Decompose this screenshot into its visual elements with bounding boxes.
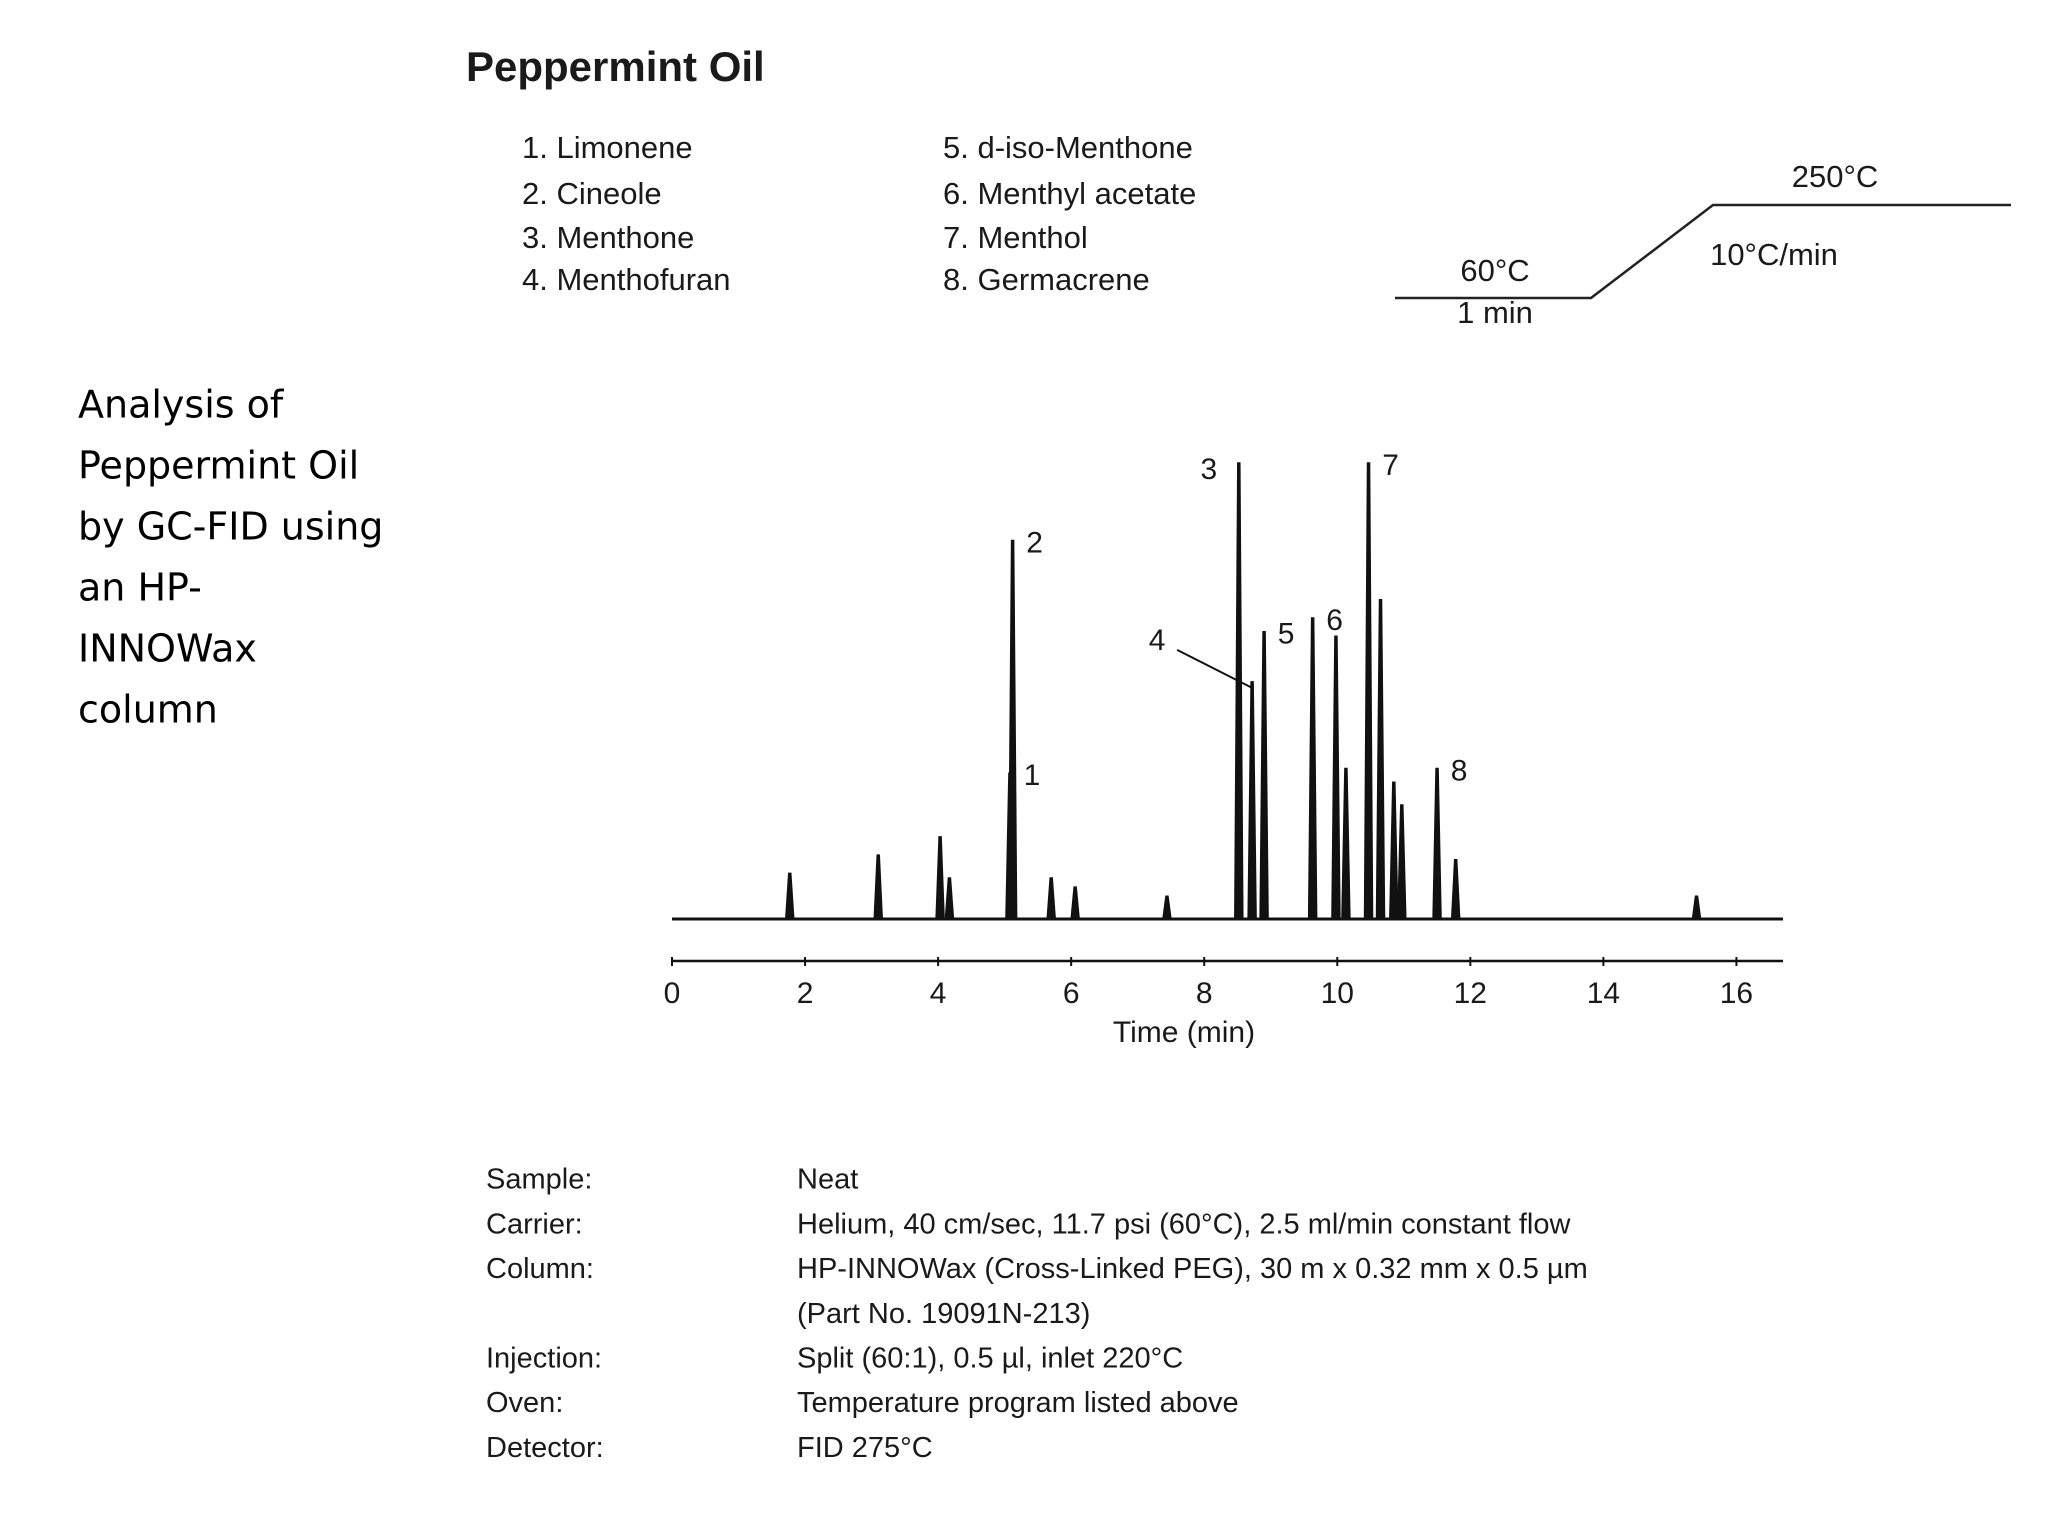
x-tick-label: 10 [1321,977,1354,1010]
peak-label: 6 [1326,604,1343,637]
peak [1341,767,1351,920]
x-tick-label: 8 [1196,977,1213,1010]
compound: 3. Menthone [522,220,694,255]
condition-value: FID 275°C [797,1432,933,1464]
x-axis-label: Time (min) [1113,1016,1255,1049]
condition-label: Column: [486,1253,594,1285]
condition-label: Detector: [486,1432,604,1464]
peak-label: 8 [1451,754,1468,787]
peak [1450,858,1461,920]
x-tick-label: 0 [664,977,681,1010]
condition-label: Sample: [486,1164,592,1196]
title: Peppermint Oil [466,43,765,90]
peak [1234,462,1244,920]
temp-profile [1395,203,2011,300]
x-tick-label: 2 [797,977,814,1010]
peak-label: 4 [1149,624,1166,657]
side-text: column [78,688,218,732]
peak [1046,877,1057,920]
condition-label: Carrier: [486,1208,583,1240]
peak [1247,681,1257,920]
side-text: an HP- [78,566,202,610]
initial-temp: 60°C [1460,253,1529,288]
side-text: by GC-FID using [78,505,383,549]
compound: 6. Menthyl acetate [943,176,1196,211]
compound: 4. Menthofuran [522,262,731,297]
peak [1389,781,1399,920]
condition-value: Temperature program listed above [797,1387,1239,1419]
hold-time: 1 min [1457,295,1533,330]
compound: 1. Limonene [522,130,693,165]
peak-label: 3 [1200,453,1217,486]
condition-label: Oven: [486,1387,563,1419]
x-tick-label: 14 [1587,977,1620,1010]
peak [935,836,945,920]
ramp-rate: 10°C/min [1710,237,1838,272]
compound: 8. Germacrene [943,262,1150,297]
x-tick-label: 16 [1720,977,1753,1010]
peak [1007,539,1018,920]
final-temp: 250°C [1792,159,1879,194]
x-tick-label: 6 [1063,977,1080,1010]
condition-label: Injection: [486,1342,602,1374]
compound: 7. Menthol [943,220,1088,255]
peak [1432,767,1442,920]
peak [1691,895,1702,920]
peak-label: 2 [1026,526,1043,559]
x-tick-label: 12 [1454,977,1487,1010]
peak [1363,462,1374,920]
peak [784,872,795,920]
peak-label: 1 [1024,759,1041,792]
compound: 2. Cineole [522,176,662,211]
x-tick-label: 4 [930,977,947,1010]
peak [1331,635,1341,920]
compound: 5. d-iso-Menthone [943,130,1193,165]
peak-label: 7 [1382,449,1399,482]
peak [1307,617,1318,920]
condition-value: Split (60:1), 0.5 µl, inlet 220°C [797,1342,1183,1374]
peak [1070,886,1080,920]
peak [1162,895,1172,920]
peak [1259,630,1269,920]
leader-line [1176,648,1253,689]
side-text: Peppermint Oil [78,444,359,488]
peak-label: 5 [1278,618,1295,651]
side-text: INNOWax [78,627,257,671]
temperature-program: 250°C 10°C/min 60°C 1 min [1395,159,2011,330]
condition-value: HP-INNOWax (Cross-Linked PEG), 30 m x 0.… [797,1253,1588,1285]
condition-value: (Part No. 19091N-213) [797,1298,1090,1330]
condition-value: Helium, 40 cm/sec, 11.7 psi (60°C), 2.5 … [797,1208,1571,1240]
peak [944,877,955,920]
condition-value: Neat [797,1164,858,1196]
peak [873,854,884,920]
peak [1375,599,1386,920]
peak [1397,804,1407,920]
side-text: Analysis of [78,383,285,427]
